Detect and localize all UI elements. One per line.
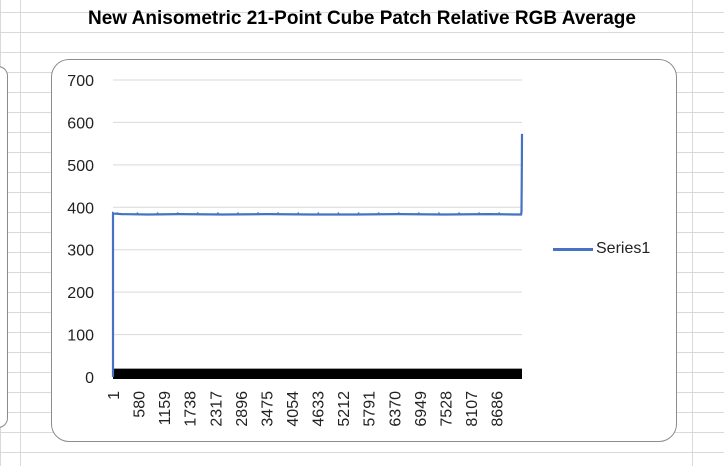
spreadsheet-column-line xyxy=(692,0,693,466)
x-tick-label: 4633 xyxy=(311,391,328,427)
y-tick-label: 200 xyxy=(67,285,94,302)
y-tick-label: 500 xyxy=(67,158,94,175)
x-tick-label: 7528 xyxy=(438,391,455,427)
x-tick-label: 8107 xyxy=(464,391,481,427)
x-tick-label: 3475 xyxy=(259,391,276,427)
x-tick-label: 1738 xyxy=(183,391,200,427)
legend[interactable]: Series1 xyxy=(553,240,650,258)
chart-title: New Anisometric 21-Point Cube Patch Rela… xyxy=(88,8,636,29)
legend-series-line xyxy=(553,247,593,251)
spreadsheet-column-line xyxy=(20,0,21,466)
legend-label: Series1 xyxy=(596,240,651,257)
x-tick-label: 580 xyxy=(132,391,149,418)
series-line xyxy=(111,133,524,377)
x-tick-label: 1 xyxy=(106,391,123,400)
x-tick-label: 5791 xyxy=(362,391,379,427)
x-tick-label: 1159 xyxy=(157,391,174,426)
y-tick-label: 300 xyxy=(67,243,94,260)
y-tick-label: 400 xyxy=(67,200,94,217)
y-tick-label: 600 xyxy=(67,115,94,132)
x-tick-label: 8686 xyxy=(490,391,507,427)
x-tick-label: 5212 xyxy=(336,391,353,427)
y-tick-label: 0 xyxy=(85,370,94,387)
x-tick-label: 4054 xyxy=(285,391,302,427)
x-tick-label: 2317 xyxy=(208,391,225,427)
y-tick-label: 700 xyxy=(67,73,94,90)
y-tick-label: 100 xyxy=(67,328,94,345)
x-tick-label: 6949 xyxy=(413,391,430,427)
x-tick-label: 6370 xyxy=(387,391,404,427)
baseline-noise-band xyxy=(113,368,522,379)
x-tick-label: 2896 xyxy=(234,391,251,427)
